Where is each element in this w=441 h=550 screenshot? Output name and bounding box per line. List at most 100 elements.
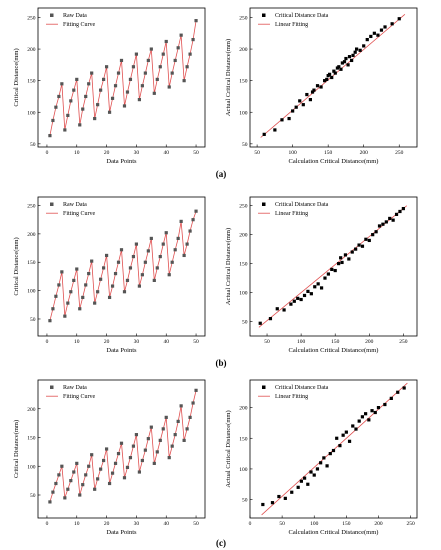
- data-point: [337, 262, 341, 266]
- data-point: [182, 253, 186, 258]
- chart-b-right: 50 100 150 200 250 50 100 150 200 250 Calculation …: [225, 196, 418, 354]
- data-point: [164, 231, 168, 235]
- data-point: [308, 98, 313, 102]
- data-point: [143, 260, 147, 264]
- data-point: [54, 481, 58, 486]
- data-point: [277, 494, 281, 499]
- data-point: [330, 75, 334, 80]
- data-point: [72, 470, 76, 474]
- data-point: [354, 427, 358, 431]
- x-tick-label: 50: [279, 521, 285, 527]
- x-tick-label: 0: [46, 521, 49, 527]
- data-point: [155, 266, 159, 270]
- data-point: [137, 98, 141, 102]
- data-point: [167, 85, 171, 89]
- legend-label: Linear Fitting: [275, 211, 308, 217]
- data-point: [75, 267, 79, 271]
- y-tick-label: 100: [239, 467, 248, 473]
- y-tick-label: 150: [27, 260, 36, 266]
- data-point: [84, 473, 88, 477]
- data-point: [128, 266, 133, 270]
- data-point: [367, 238, 371, 243]
- data-point: [365, 37, 369, 42]
- caption-b: (b): [216, 358, 227, 368]
- y-tick-label: 50: [242, 142, 248, 148]
- x-tick-label: 50: [264, 339, 270, 345]
- y-tick-label: 50: [242, 320, 248, 326]
- data-point: [305, 92, 309, 97]
- x-tick-label: 50: [193, 150, 199, 156]
- data-point: [292, 299, 296, 303]
- y-tick-label: 100: [27, 464, 36, 470]
- data-point: [173, 58, 177, 63]
- x-axis-title: Calculation Critical Distance(mm): [289, 347, 379, 354]
- data-point: [188, 229, 192, 233]
- data-point: [390, 22, 394, 26]
- x-tick-label: 100: [289, 150, 298, 156]
- data-point: [149, 425, 153, 429]
- series-line: [49, 390, 197, 503]
- data-point: [125, 90, 130, 94]
- data-point: [87, 271, 91, 276]
- data-point: [84, 283, 88, 287]
- x-tick-label: 250: [395, 150, 404, 156]
- data-point: [388, 216, 392, 221]
- data-point: [84, 94, 88, 99]
- data-point: [78, 307, 82, 311]
- data-point: [131, 254, 136, 259]
- data-point: [54, 294, 58, 298]
- data-point: [353, 50, 357, 54]
- data-point: [128, 77, 133, 81]
- data-point: [96, 477, 100, 481]
- data-point: [381, 222, 385, 226]
- data-point: [72, 278, 76, 282]
- data-point: [99, 467, 103, 471]
- data-point: [332, 69, 336, 73]
- data-point: [113, 84, 118, 88]
- data-point: [170, 71, 174, 75]
- data-point: [63, 314, 67, 318]
- y-axis-title: Actual Critical Distance(mm): [225, 410, 232, 487]
- legend-marker: [50, 202, 54, 206]
- data-point: [194, 19, 198, 23]
- data-point: [299, 297, 303, 302]
- data-point: [296, 296, 300, 300]
- y-tick-label: 250: [239, 204, 248, 210]
- data-point: [134, 242, 139, 246]
- legend-label: Linear Fitting: [275, 394, 308, 400]
- data-point: [140, 458, 144, 463]
- data-point: [396, 390, 400, 394]
- data-point: [57, 283, 61, 287]
- data-point: [57, 94, 61, 99]
- data-point: [398, 209, 402, 214]
- data-point: [176, 419, 180, 423]
- data-point: [104, 65, 109, 69]
- data-point: [391, 218, 395, 222]
- plot-frame: [249, 196, 418, 337]
- x-axis-title: Calculation Critical Distance(mm): [289, 529, 379, 536]
- y-tick-label: 150: [239, 436, 248, 442]
- series-line: [49, 211, 197, 321]
- data-point: [350, 58, 354, 63]
- data-point: [331, 448, 336, 453]
- data-point: [60, 82, 64, 86]
- data-point: [371, 233, 375, 237]
- data-point: [116, 71, 121, 75]
- data-point: [347, 55, 352, 59]
- data-point: [164, 415, 168, 419]
- data-point: [69, 290, 73, 294]
- data-point: [280, 118, 284, 122]
- data-point: [179, 219, 183, 223]
- data-point: [367, 418, 371, 422]
- data-point: [301, 103, 305, 107]
- x-tick-label: 40: [163, 339, 169, 345]
- x-tick-label: 30: [134, 521, 140, 527]
- data-point: [354, 247, 358, 251]
- data-point: [78, 123, 82, 127]
- data-point: [158, 254, 162, 259]
- data-point: [146, 437, 150, 441]
- data-point: [316, 282, 320, 286]
- x-tick-label: 100: [297, 339, 306, 345]
- x-tick-label: 200: [360, 150, 369, 156]
